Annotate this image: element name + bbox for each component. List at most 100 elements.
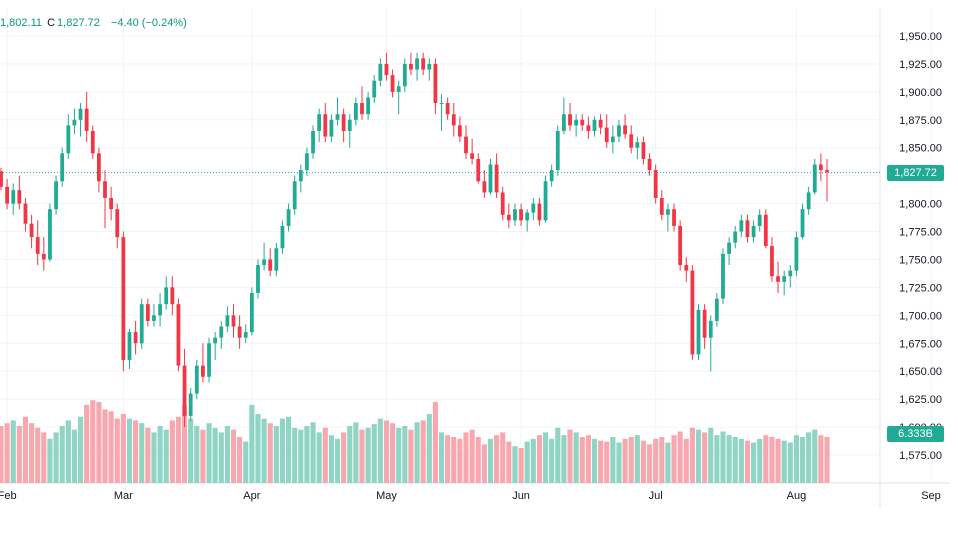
volume-bar — [390, 423, 396, 483]
candle — [464, 125, 468, 159]
candle-body — [825, 170, 829, 173]
candle — [812, 158, 817, 195]
candle-body — [482, 181, 487, 193]
volume-bar — [683, 438, 689, 483]
candle-body — [592, 119, 597, 131]
candle-body — [60, 153, 65, 182]
volume-bar — [334, 438, 341, 483]
candle — [341, 108, 346, 143]
volume-bar — [273, 425, 279, 483]
volume-bar — [622, 438, 628, 483]
candle — [201, 343, 205, 383]
candle — [72, 108, 77, 135]
candle — [66, 114, 71, 159]
candle — [268, 248, 273, 277]
candle-body — [139, 304, 144, 344]
candle-body — [457, 125, 462, 137]
volume-bar — [469, 429, 475, 483]
volume-bar — [371, 424, 377, 483]
volume-bar — [689, 427, 695, 483]
candle-body — [770, 246, 774, 277]
volume-bar — [677, 431, 683, 483]
candle-body — [782, 276, 787, 282]
candle — [396, 80, 401, 115]
candle — [274, 242, 279, 277]
ohlc-legend: 1,802.11 C 1,827.72 −4.40 (−0.24%) — [0, 17, 189, 29]
volume-bar — [640, 440, 647, 483]
candle-body — [158, 304, 162, 316]
volume-bar — [591, 438, 598, 483]
candle — [109, 186, 114, 221]
chart-frame[interactable]: 1,950.00 1,925.00 1,900.00 1,875.00 1,850.00… — [0, 8, 950, 508]
candle-body — [121, 237, 126, 361]
volume-bar — [71, 429, 77, 483]
candle — [145, 298, 150, 327]
candle — [5, 179, 10, 210]
candle — [568, 103, 572, 131]
candle — [329, 114, 334, 143]
candlestick-chart[interactable]: 1,950.00 1,925.00 1,900.00 1,875.00 1,850.00… — [0, 8, 950, 508]
candle-body — [568, 114, 572, 126]
volume-bar — [41, 432, 47, 483]
candle — [103, 170, 107, 229]
candle-body — [360, 103, 364, 115]
candle-body — [714, 298, 719, 321]
y-axis-layer: 1,950.00 1,925.00 1,900.00 1,875.00 1,850.00… — [899, 31, 942, 462]
candle — [298, 164, 303, 193]
candle-body — [384, 63, 389, 76]
y-tick-label: 1,575.00 — [899, 450, 942, 462]
candle-body — [341, 114, 346, 131]
volume-bar — [359, 429, 365, 483]
candle — [353, 97, 358, 126]
candle-body — [237, 326, 242, 338]
volume-bar — [628, 437, 634, 483]
candle-body — [421, 58, 426, 70]
volume-bar — [445, 435, 451, 483]
volume-bar — [96, 402, 102, 483]
candle — [555, 125, 560, 176]
volume-bar — [298, 429, 304, 483]
y-tick-label: 1,775.00 — [899, 227, 942, 239]
candle-body — [519, 209, 523, 221]
candle-body — [794, 237, 799, 271]
candle — [360, 86, 364, 120]
candle-body — [721, 253, 725, 299]
candle — [672, 203, 676, 232]
candle — [256, 259, 260, 299]
volume-bar — [279, 418, 286, 483]
volume-bar — [169, 420, 175, 483]
volume-bar — [29, 423, 35, 483]
candle-body — [72, 119, 77, 126]
candle-body — [623, 125, 627, 135]
candle-body — [531, 203, 536, 213]
y-tick-label: 1,700.00 — [899, 310, 942, 322]
candle-body — [54, 181, 58, 210]
candle — [684, 257, 689, 282]
candle-body — [610, 136, 615, 143]
volume-bar — [181, 404, 188, 483]
y-tick-label: 1,625.00 — [899, 394, 942, 406]
volume-bar — [757, 438, 763, 483]
x-axis-layer: Feb Mar Apr May Jun Jul Aug Sep — [0, 490, 941, 502]
volume-bar — [365, 427, 371, 483]
volume-bar — [793, 435, 799, 483]
volume-bar — [341, 432, 347, 483]
candle-body — [745, 220, 750, 238]
candle — [182, 348, 187, 428]
candle-body — [604, 127, 609, 143]
x-tick-label: Feb — [0, 490, 17, 502]
candle — [476, 153, 481, 184]
candle — [176, 298, 181, 372]
volume-bar — [536, 435, 542, 483]
volume-bar — [598, 440, 604, 483]
volume-bar — [561, 435, 567, 483]
candle-body — [286, 209, 291, 226]
candle — [592, 116, 597, 137]
y-tick-label: 1,875.00 — [899, 115, 942, 127]
candle-body — [739, 220, 744, 232]
volume-bar — [53, 432, 59, 483]
candle — [335, 97, 340, 126]
candle-body — [445, 103, 450, 115]
candle-body — [525, 212, 530, 221]
candle-body — [262, 259, 266, 266]
